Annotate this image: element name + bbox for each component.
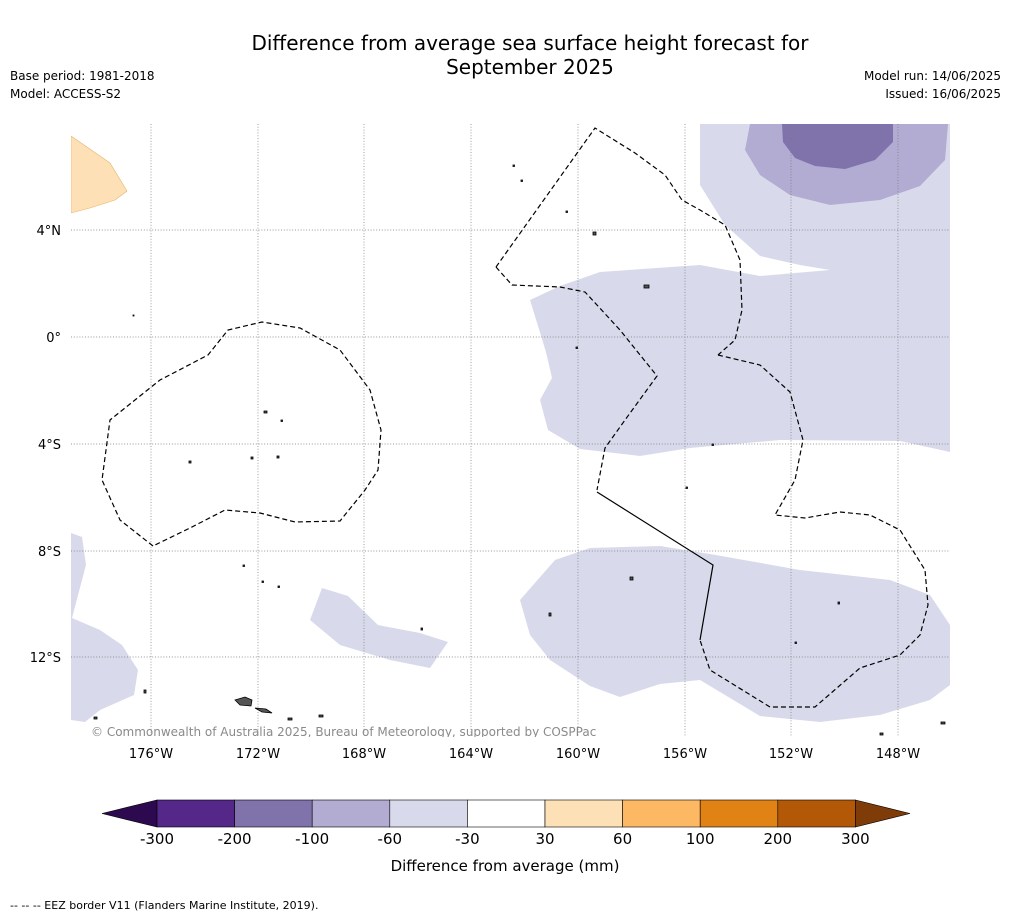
eez-boundary-solid (596, 491, 714, 641)
colorbar-segment (311, 799, 391, 828)
island-samoa-upolu (254, 707, 273, 714)
lat-label: 0° (46, 331, 61, 346)
model-name: Model: ACCESS-S2 (10, 87, 122, 101)
meta-right: Model run: 14/06/2025 Issued: 16/06/2025 (864, 67, 1001, 103)
anomaly-patch-north-strong (782, 124, 893, 169)
lon-label: 160°W (556, 747, 600, 762)
colorbar-tick-label: 30 (535, 830, 554, 848)
base-period: Base period: 1981-2018 (10, 69, 155, 83)
lat-label: 4°N (37, 224, 62, 239)
lon-label: 168°W (342, 747, 386, 762)
lat-label: 4°S (38, 438, 61, 453)
map-title: Difference from average sea surface heig… (180, 31, 880, 79)
colorbar-segment (544, 799, 623, 828)
eez-french-polynesia-north (699, 354, 929, 708)
colorbar-tick-label: -30 (455, 830, 480, 848)
anomaly-patch-southcentral (310, 588, 448, 668)
colorbar-segment (777, 799, 856, 828)
issued-date: Issued: 16/06/2025 (885, 87, 1001, 101)
colorbar-segment (389, 799, 468, 828)
colorbar-tick-label: 200 (763, 830, 792, 848)
anomaly-band-north (530, 124, 950, 456)
colorbar-extend-low (101, 799, 158, 828)
colorbar-tick-label: 100 (686, 830, 715, 848)
lon-label: 148°W (876, 747, 920, 762)
model-run: Model run: 14/06/2025 (863, 69, 1001, 83)
eez-borders (101, 127, 929, 708)
colorbar: -300 -200 -100 -60 -30 30 60 100 200 300 (101, 799, 911, 848)
colorbar-segment (156, 799, 235, 828)
title-line-1: Difference from average sea surface heig… (251, 31, 809, 55)
lon-label: 172°W (236, 747, 280, 762)
colorbar-segment (234, 799, 313, 828)
eez-kiribati-line-central (495, 266, 658, 491)
longitude-labels: 176°W 172°W 168°W 164°W 160°W 156°W 152°… (129, 747, 920, 762)
colorbar-tick-label: -200 (218, 830, 252, 848)
lat-label: 12°S (30, 651, 61, 666)
colorbar-tick-label: -100 (295, 830, 329, 848)
meta-left: Base period: 1981-2018 Model: ACCESS-S2 (10, 67, 155, 103)
title-line-2: September 2025 (446, 55, 614, 79)
eez-border-legend: -- -- -- EEZ border V11 (Flanders Marine… (10, 899, 319, 912)
lon-label: 164°W (449, 747, 493, 762)
colorbar-tick-label: 300 (841, 830, 870, 848)
lon-label: 152°W (769, 747, 813, 762)
anomaly-band-south (520, 546, 950, 722)
colorbar-segment (699, 799, 779, 828)
gridlines (71, 124, 950, 737)
colorbar-segment (622, 799, 701, 828)
islands (93, 164, 946, 736)
colorbar-tick-label: -60 (378, 830, 403, 848)
colorbar-label: Difference from average (mm) (391, 857, 620, 875)
latitude-labels: 4°N 0° 4°S 8°S 12°S (30, 224, 61, 666)
lon-label: 156°W (663, 747, 707, 762)
colorbar-tick-label: -300 (140, 830, 174, 848)
copyright-notice: © Commonwealth of Australia 2025, Bureau… (91, 725, 596, 739)
island-samoa-savaii (234, 696, 253, 707)
map-panel: © Commonwealth of Australia 2025, Bureau… (71, 124, 950, 739)
colorbar-segment (467, 799, 546, 828)
colorbar-tick-label: 60 (613, 830, 632, 848)
eez-kiribati-line-north (495, 127, 743, 356)
anomaly-patch-positive (71, 135, 128, 214)
anomaly-patch-southwest (71, 533, 138, 722)
lon-label: 176°W (129, 747, 173, 762)
lat-label: 8°S (38, 545, 61, 560)
colorbar-extend-high (855, 799, 911, 828)
eez-kiribati-phoenix (101, 321, 382, 547)
